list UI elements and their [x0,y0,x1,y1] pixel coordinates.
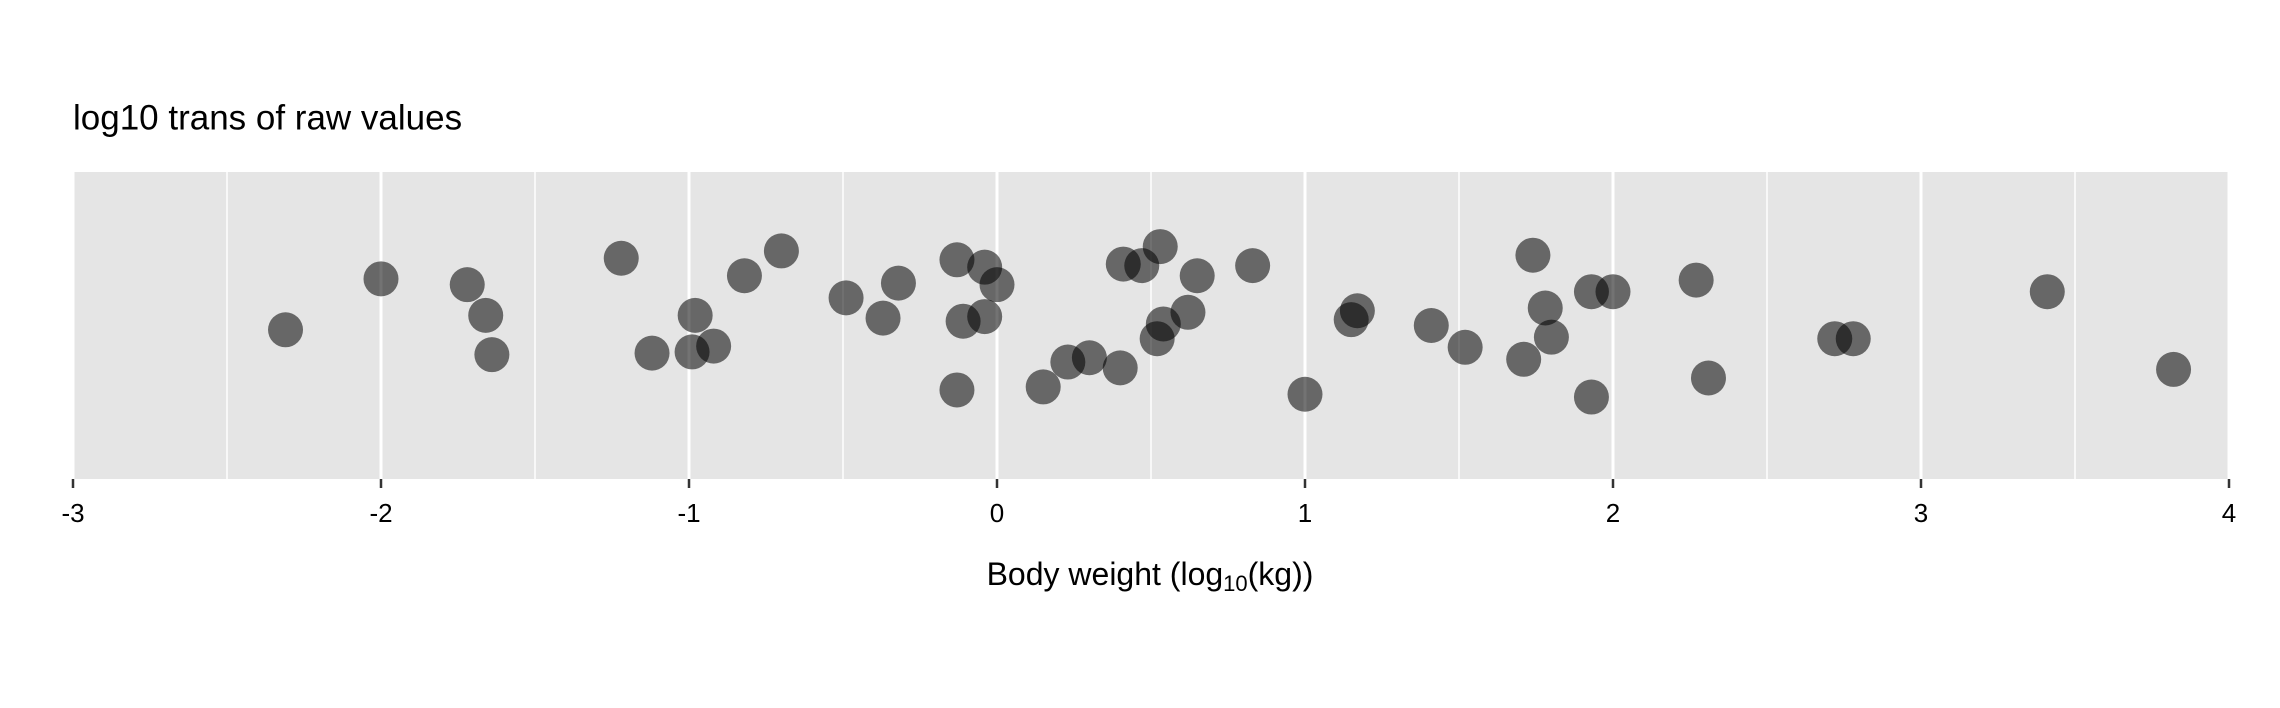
point [1339,293,1375,329]
x-tick-label: 1 [1298,498,1312,528]
point [1527,290,1563,326]
point [696,328,732,364]
x-tick-label: -1 [677,498,700,528]
point [1071,340,1107,376]
point [468,297,504,333]
point [2029,274,2065,310]
point [1835,321,1871,357]
x-axis-label: Body weight (log10(kg)) [987,556,1314,595]
point [474,337,510,373]
point [1413,308,1449,343]
x-tick-label: 0 [990,498,1004,528]
point [363,261,399,297]
point [979,267,1015,303]
chart-title: log10 trans of raw values [73,98,462,137]
point [1690,360,1726,396]
point [1025,369,1061,405]
point [449,267,485,303]
point [1142,229,1178,265]
x-tick-label: 3 [1914,498,1928,528]
point [865,300,901,336]
point [677,297,713,333]
x-axis-label-sub: 10 [1223,571,1247,596]
point [880,265,916,301]
x-axis-label-part: (kg)) [1248,556,1314,592]
point [1235,248,1271,284]
point [1447,329,1483,365]
x-tick-label: -2 [369,498,392,528]
point [1287,376,1323,412]
point [1506,341,1542,377]
point [1573,379,1609,415]
point [967,299,1003,335]
x-tick-label: -3 [61,498,84,528]
point [1533,319,1569,355]
point [828,280,864,316]
point [939,372,975,408]
point [1515,237,1551,273]
point [603,240,639,276]
point [1678,262,1714,298]
x-axis-label-part: Body weight (log [987,556,1224,592]
point [1595,274,1631,310]
point [2156,351,2192,387]
point [939,242,975,278]
point [726,258,762,294]
point [1102,350,1138,386]
point [1170,294,1206,330]
x-tick-label: 4 [2222,498,2236,528]
point [268,312,304,348]
point [763,233,799,269]
x-tick-label: 2 [1606,498,1620,528]
point [634,335,670,371]
point [1179,258,1215,294]
